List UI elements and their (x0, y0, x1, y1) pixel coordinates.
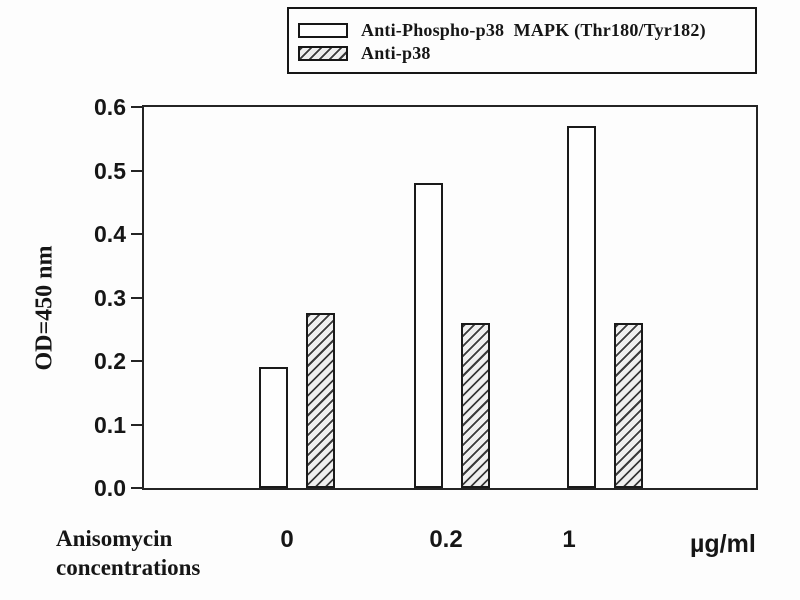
hatched-bar-0.2 (461, 323, 490, 488)
y-axis-tick-label: 0.1 (94, 411, 126, 438)
y-axis-tick (131, 106, 142, 108)
y-axis-tick (131, 296, 142, 299)
y-axis-tick (131, 233, 142, 235)
plot-area (142, 105, 758, 490)
y-axis-tick-label: 0.6 (94, 94, 126, 120)
x-axis-category-label: 0.2 (429, 526, 463, 553)
y-axis-tick (131, 423, 142, 426)
open-bar-1 (567, 126, 596, 488)
legend-item-label: Anti-p38 (361, 43, 431, 63)
open-bar-swatch-icon (298, 23, 348, 38)
chart-legend: Anti-Phospho-p38 MAPK (Thr180/Tyr182) An… (287, 7, 757, 74)
hatched-bar-1 (614, 323, 643, 488)
y-axis-title: OD=450 nm (31, 245, 58, 371)
open-bar-0.2 (414, 183, 443, 488)
y-axis-tick (131, 487, 142, 489)
y-axis-tick (131, 169, 142, 172)
x-axis-caption: Anisomycin concentrations (56, 524, 200, 582)
y-axis-tick-label: 0.4 (94, 221, 126, 247)
x-axis-category-label: 1 (562, 526, 576, 553)
x-axis-category-label: 0 (280, 526, 294, 553)
x-axis-caption-line1: Anisomycin (56, 526, 173, 551)
legend-item-anti-p38: Anti-p38 (298, 42, 755, 65)
y-axis-tick-label: 0.0 (94, 475, 126, 501)
y-axis-tick-label: 0.5 (94, 157, 126, 184)
y-axis-tick-label: 0.3 (94, 284, 126, 311)
hatched-bar-0 (306, 313, 335, 488)
open-bar-0 (259, 367, 288, 488)
x-axis-unit-label: µg/ml (690, 530, 756, 558)
x-axis-caption-line2: concentrations (56, 555, 201, 580)
y-axis-tick-label: 0.2 (94, 348, 126, 374)
legend-item-anti-phospho-p38: Anti-Phospho-p38 MAPK (Thr180/Tyr182) (298, 19, 755, 42)
y-axis-tick (131, 360, 142, 362)
hatched-bar-swatch-icon (298, 46, 348, 61)
legend-item-label: Anti-Phospho-p38 MAPK (Thr180/Tyr182) (361, 20, 706, 40)
